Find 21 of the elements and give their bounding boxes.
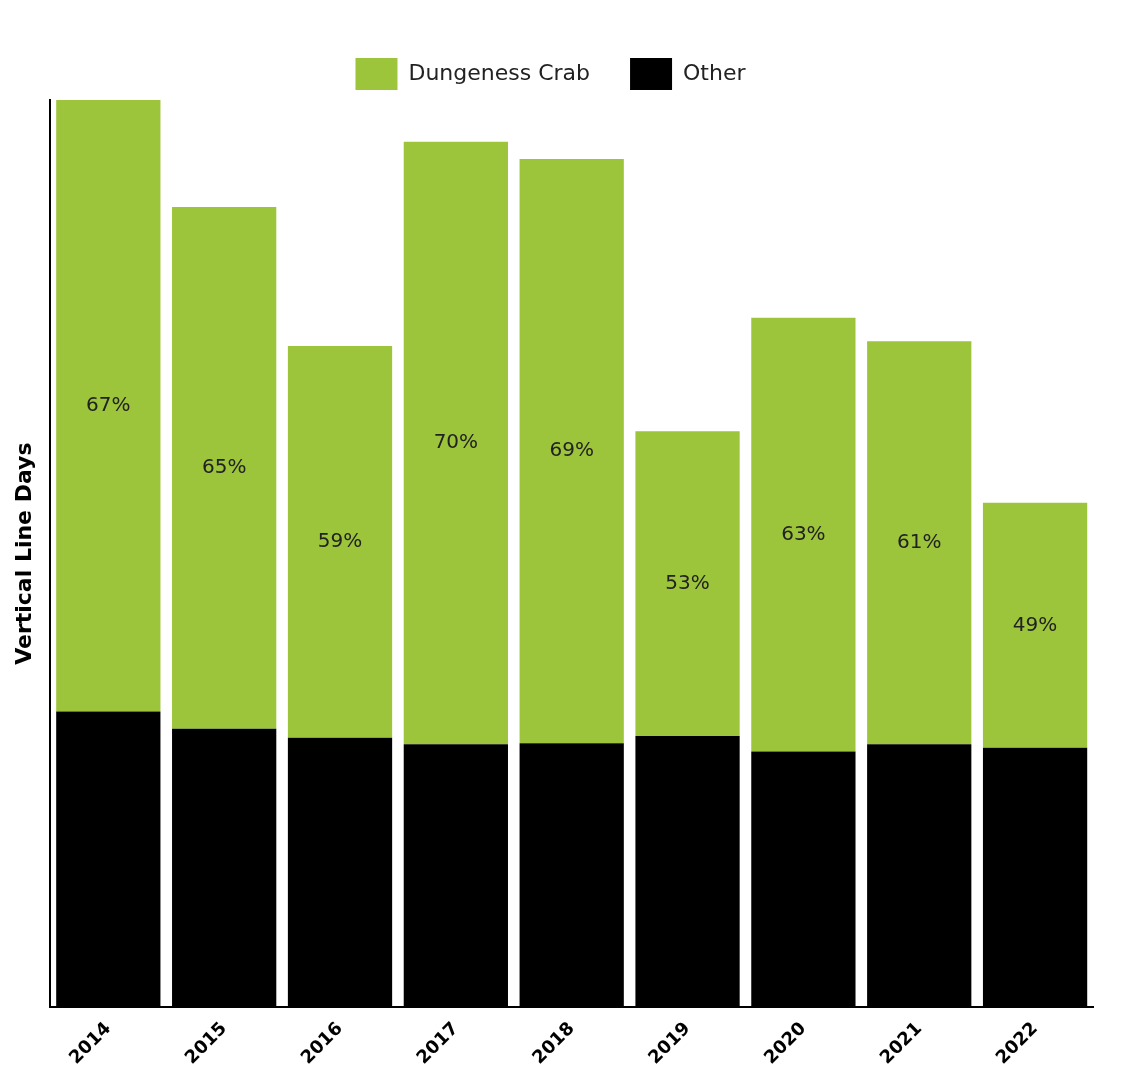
- bar: [635, 431, 740, 737]
- bar: [172, 207, 277, 729]
- annotation: 65%: [201, 454, 247, 479]
- annotation: 63%: [781, 520, 826, 545]
- bar: [519, 158, 624, 744]
- bar: [56, 100, 161, 712]
- annotation: 49%: [1012, 611, 1058, 636]
- annotation: 61%: [897, 528, 942, 553]
- bar: [982, 502, 1088, 748]
- legend-label: Other: [683, 59, 747, 85]
- annotation: 69%: [549, 437, 594, 462]
- y-axis-title: Vertical Line Days: [10, 442, 36, 665]
- bar: [403, 141, 508, 745]
- annotation: 53%: [665, 569, 710, 594]
- legend-label: Dungeness Crab: [408, 59, 591, 85]
- annotation: 70%: [433, 429, 479, 454]
- annotation: 59%: [317, 528, 363, 553]
- bar: [751, 317, 856, 752]
- bar: [867, 341, 972, 745]
- annotation: 67%: [86, 391, 131, 416]
- bar: [287, 345, 393, 738]
